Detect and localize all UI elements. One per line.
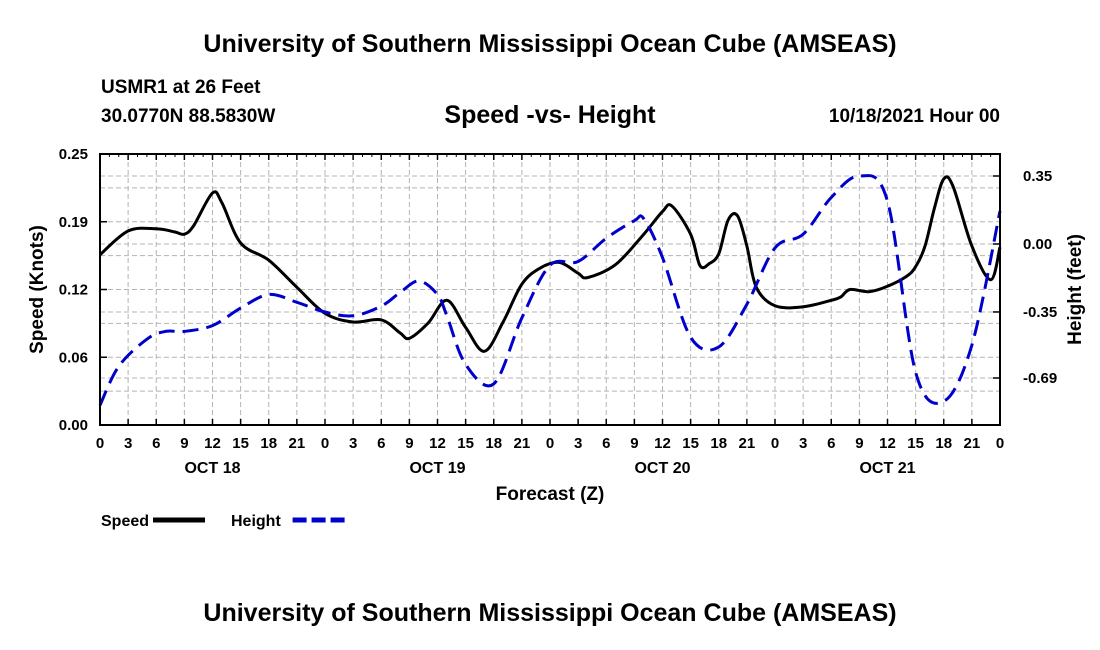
y-tick-label: 0.06 (59, 349, 88, 366)
x-tick-label: 0 (546, 435, 554, 452)
x-tick-label: 15 (232, 435, 249, 452)
y-tick-label: 0.19 (59, 214, 88, 231)
y2-tick-label: -0.35 (1023, 304, 1057, 321)
x-tick-label: 6 (152, 435, 160, 452)
grid-lines (100, 154, 1000, 425)
x-tick-label: 3 (349, 435, 357, 452)
legend-label-speed: Speed (101, 513, 149, 530)
x-tick-label: 12 (654, 435, 671, 452)
x-axis-label: Forecast (Z) (496, 484, 605, 505)
x-tick-label: 9 (855, 435, 863, 452)
series-line-height (98, 174, 1002, 406)
y-tick-label: 0.25 (59, 146, 88, 163)
x-tick-label: 9 (180, 435, 188, 452)
x-tick-label: 12 (204, 435, 221, 452)
footer-title: University of Southern Mississippi Ocean… (203, 599, 897, 627)
y2-tick-label: 0.00 (1023, 236, 1052, 253)
axes: 0 3 6 9 12 15 18 21 0 3 6 9 12 15 18 21 0 3 6 9 12 15 18 21 0 3 6 9… (59, 146, 1057, 477)
y-tick-label: 0.12 (59, 282, 88, 299)
x-tick-label: 6 (602, 435, 610, 452)
day-label: OCT 18 (184, 460, 240, 477)
x-tick-label: 21 (514, 435, 531, 452)
x-tick-label: 21 (289, 435, 306, 452)
coordinates-label: 30.0770N 88.5830W (101, 106, 276, 127)
forecast-datetime: 10/18/2021 Hour 00 (828, 106, 1000, 127)
x-tick-label: 18 (485, 435, 502, 452)
x-tick-label: 0 (96, 435, 104, 452)
day-label: OCT 19 (409, 460, 465, 477)
y2-tick-label: -0.69 (1023, 370, 1057, 387)
x-tick-label: 9 (630, 435, 638, 452)
x-tick-label: 0 (996, 435, 1004, 452)
series-line-speed (99, 175, 1002, 353)
chart-legend: Speed Height (101, 513, 345, 530)
main-title: University of Southern Mississippi Ocean… (203, 30, 897, 58)
y2-axis-label: Height (feet) (1065, 234, 1086, 345)
series-layer (98, 174, 1002, 406)
day-label: OCT 20 (634, 460, 690, 477)
x-tick-label: 0 (771, 435, 779, 452)
chart-subtitle: Speed -vs- Height (444, 101, 656, 129)
x-tick-label: 15 (457, 435, 474, 452)
y-axis-label: Speed (Knots) (27, 225, 48, 354)
x-tick-label: 15 (682, 435, 699, 452)
x-tick-label: 21 (739, 435, 756, 452)
x-tick-label: 3 (574, 435, 582, 452)
x-tick-label: 6 (827, 435, 835, 452)
x-tick-label: 12 (429, 435, 446, 452)
x-tick-label: 15 (907, 435, 924, 452)
y-tick-label: 0.00 (59, 417, 88, 434)
x-tick-label: 9 (405, 435, 413, 452)
x-tick-label: 6 (377, 435, 385, 452)
y2-tick-label: 0.35 (1023, 168, 1052, 185)
legend-label-height: Height (231, 513, 281, 530)
x-tick-label: 3 (124, 435, 132, 452)
station-label: USMR1 at 26 Feet (101, 77, 261, 98)
x-tick-label: 18 (935, 435, 952, 452)
x-tick-label: 18 (710, 435, 727, 452)
x-tick-label: 12 (879, 435, 896, 452)
day-label: OCT 21 (859, 460, 915, 477)
x-tick-label: 0 (321, 435, 329, 452)
x-tick-label: 3 (799, 435, 807, 452)
x-tick-label: 21 (964, 435, 981, 452)
x-tick-label: 18 (260, 435, 277, 452)
